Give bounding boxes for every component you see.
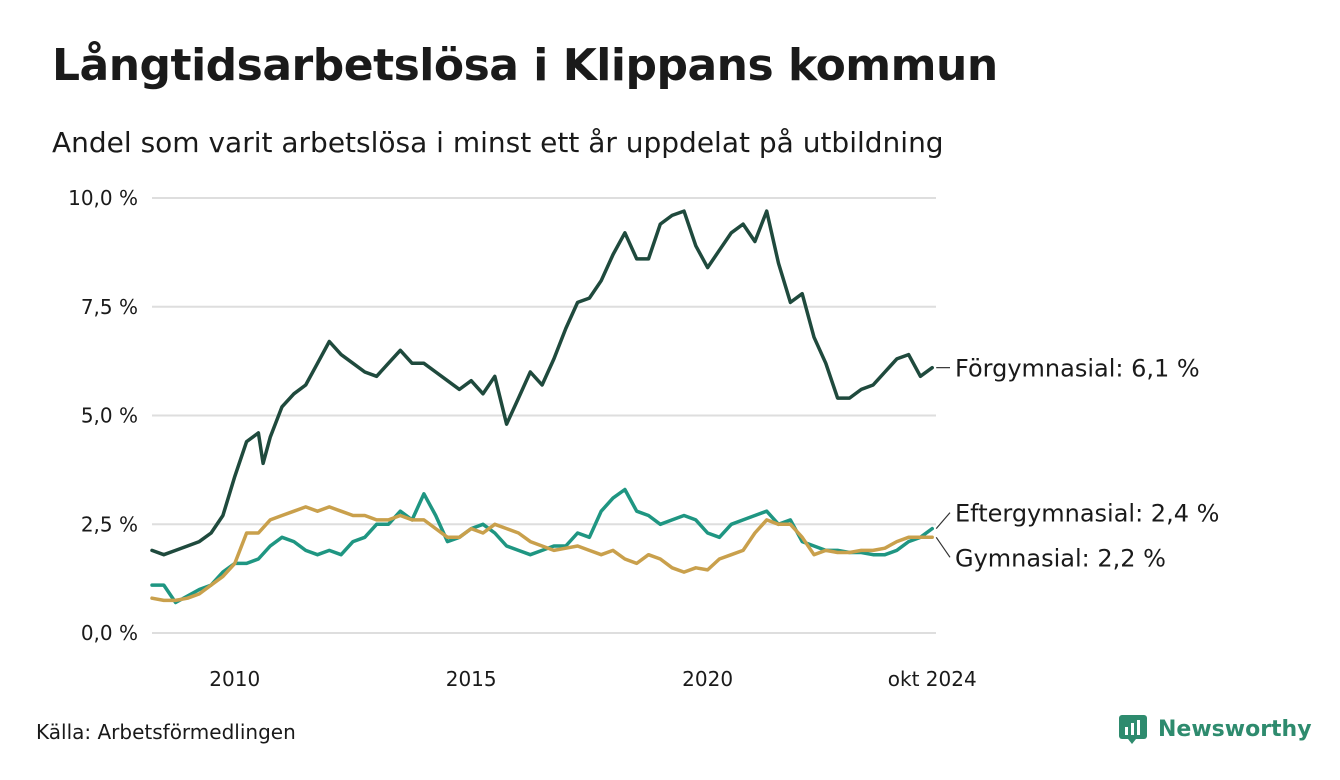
y-tick-label: 10,0 %: [68, 186, 138, 210]
end-label-leader: [935, 512, 951, 529]
y-tick-label: 7,5 %: [81, 295, 138, 319]
y-axis: 0,0 % 2,5 % 5,0 % 7,5 % 10,0 %: [68, 186, 138, 645]
end-label-leader: [935, 536, 951, 558]
page-title: Långtidsarbetslösa i Klippans kommun: [52, 40, 998, 91]
newsworthy-logo-icon: [1119, 715, 1147, 744]
y-tick-label: 5,0 %: [81, 404, 138, 428]
end-label-eftergymnasial: Eftergymnasial: 2,4 %: [955, 500, 1219, 528]
x-tick-label: 2010: [209, 667, 260, 691]
line-chart: 0,0 % 2,5 % 5,0 % 7,5 % 10,0 % 2010 2015 2020 o…: [68, 186, 1219, 691]
x-tick-label: 2015: [446, 667, 497, 691]
end-label-gymnasial: Gymnasial: 2,2 %: [955, 544, 1166, 572]
source-note: Källa: Arbetsförmedlingen: [36, 720, 296, 744]
x-tick-label: 2020: [682, 667, 733, 691]
end-label-förgymnasial: Förgymnasial: 6,1 %: [955, 355, 1200, 383]
series-förgymnasial-line: [150, 209, 934, 557]
series-layer: [150, 209, 934, 605]
grid-layer: [152, 197, 936, 634]
brand-name: Newsworthy: [1158, 716, 1312, 742]
x-axis: 2010 2015 2020 okt 2024: [209, 667, 976, 691]
y-tick-label: 2,5 %: [81, 512, 138, 536]
brand[interactable]: Newsworthy: [1118, 714, 1312, 744]
page-subtitle: Andel som varit arbetslösa i minst ett å…: [52, 126, 944, 159]
end-labels: Förgymnasial: 6,1 % Eftergymnasial: 2,4 %…: [935, 355, 1219, 572]
series-gymnasial-line: [150, 505, 934, 603]
series-eftergymnasial-line: [150, 487, 934, 605]
y-tick-label: 0,0 %: [81, 621, 138, 645]
x-tick-label: okt 2024: [888, 667, 977, 691]
